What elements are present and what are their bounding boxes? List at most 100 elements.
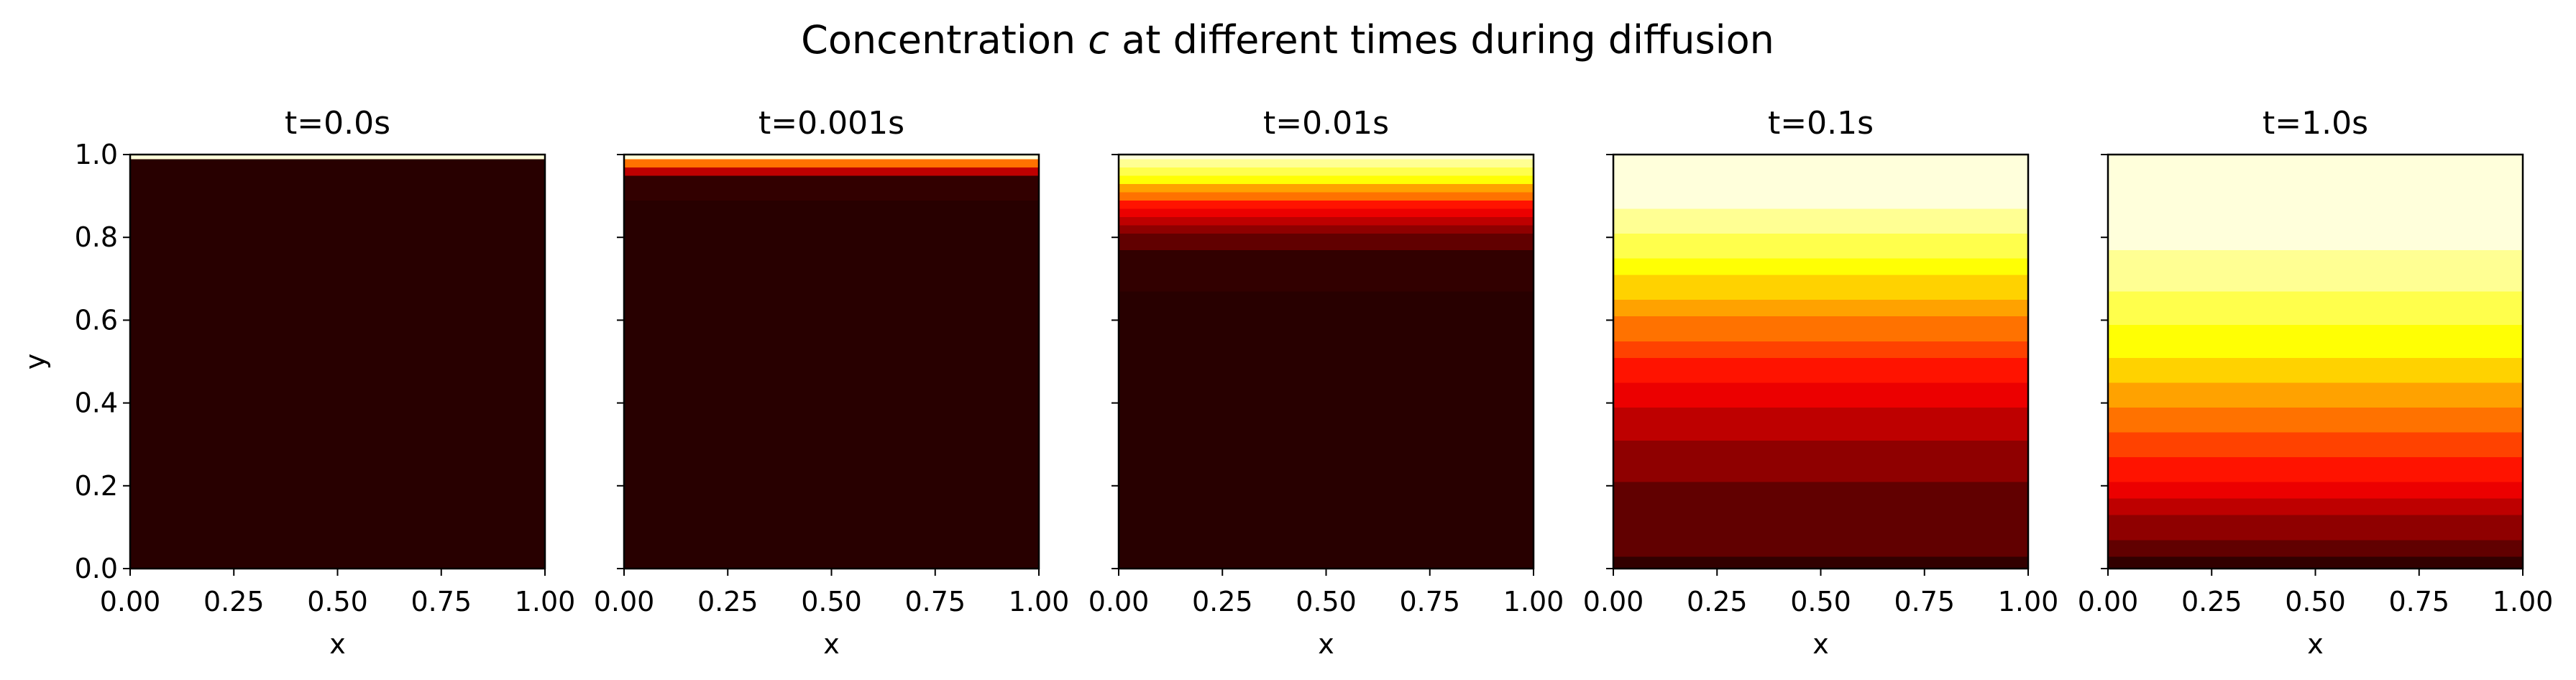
heatmap-band bbox=[1613, 423, 2028, 433]
heatmap-band bbox=[130, 539, 545, 548]
heatmap-band bbox=[130, 415, 545, 424]
heatmap-band bbox=[1119, 506, 1534, 515]
heatmap-band bbox=[1119, 556, 1534, 565]
heatmap-band bbox=[2108, 266, 2523, 275]
heatmap-band bbox=[1613, 431, 2028, 441]
heatmap-band bbox=[130, 374, 545, 383]
heatmap-band bbox=[130, 564, 545, 569]
heatmap-band bbox=[624, 482, 1039, 491]
heatmap-band bbox=[624, 548, 1039, 557]
heatmap-band bbox=[1613, 316, 2028, 325]
heatmap-band bbox=[2108, 482, 2523, 491]
heatmap-band bbox=[2108, 249, 2523, 259]
heatmap-band bbox=[624, 456, 1039, 466]
heatmap-band bbox=[130, 216, 545, 226]
heatmap-band bbox=[2108, 456, 2523, 466]
figure-title: Concentration c at different times durin… bbox=[801, 17, 1774, 63]
heatmap-band bbox=[1119, 216, 1534, 226]
heatmap-band bbox=[2108, 398, 2523, 408]
panel-3: t=0.01s 0.00 0.25 0.50 0.75 1.00 x bbox=[1088, 105, 1564, 660]
heatmap-band bbox=[130, 365, 545, 375]
heatmap-band bbox=[2108, 365, 2523, 375]
x-tick-label: 1.00 bbox=[1998, 586, 2059, 617]
heatmap-band bbox=[2108, 332, 2523, 341]
heatmap-band bbox=[130, 233, 545, 242]
heatmap-band bbox=[2108, 155, 2523, 160]
heatmap-band bbox=[1119, 233, 1534, 242]
heatmap-band bbox=[130, 456, 545, 466]
x-tick-label: 0.25 bbox=[1687, 586, 1748, 617]
heatmap-band bbox=[624, 431, 1039, 441]
heatmap-band bbox=[1613, 382, 2028, 391]
heatmap-band bbox=[2108, 374, 2523, 383]
heatmap-band bbox=[1613, 324, 2028, 334]
heatmap-band bbox=[1119, 531, 1534, 541]
heatmap-band bbox=[130, 423, 545, 433]
heatmap-band bbox=[1119, 191, 1534, 201]
heatmap-band bbox=[624, 216, 1039, 226]
heatmap-band bbox=[130, 440, 545, 449]
heatmap-band bbox=[624, 258, 1039, 267]
heatmap-band bbox=[1119, 415, 1534, 424]
heatmap-field bbox=[2108, 155, 2523, 569]
heatmap-band bbox=[2108, 531, 2523, 541]
panel-title: t=0.1s bbox=[1768, 105, 1874, 142]
panel-title: t=0.001s bbox=[758, 105, 904, 142]
x-axis-label: x bbox=[1318, 628, 1334, 660]
heatmap-band bbox=[130, 490, 545, 499]
heatmap-band bbox=[624, 282, 1039, 292]
heatmap-band bbox=[130, 324, 545, 334]
heatmap-band bbox=[130, 155, 545, 160]
heatmap-band bbox=[1119, 224, 1534, 234]
heatmap-band bbox=[1613, 506, 2028, 515]
heatmap-band bbox=[1613, 216, 2028, 226]
heatmap-band bbox=[1613, 482, 2028, 491]
heatmap-band bbox=[1613, 465, 2028, 474]
y-tick-label: 0.4 bbox=[75, 387, 118, 419]
heatmap-band bbox=[1119, 523, 1534, 532]
heatmap-band bbox=[2108, 241, 2523, 251]
heatmap-band bbox=[130, 357, 545, 367]
heatmap-band bbox=[1613, 282, 2028, 292]
x-axis-label: x bbox=[2307, 628, 2324, 660]
heatmap-band bbox=[1613, 564, 2028, 569]
heatmap-band bbox=[624, 374, 1039, 383]
panel-4: t=0.1s 0.00 0.25 0.50 0.75 1.00 x bbox=[1583, 105, 2059, 660]
heatmap-band bbox=[1613, 275, 2028, 284]
heatmap-band bbox=[2108, 299, 2523, 308]
heatmap-band bbox=[1613, 548, 2028, 557]
heatmap-band bbox=[1613, 191, 2028, 201]
heatmap-band bbox=[130, 175, 545, 184]
heatmap-band bbox=[1119, 564, 1534, 569]
heatmap-band bbox=[2108, 415, 2523, 424]
heatmap-band bbox=[1119, 431, 1534, 441]
x-tick-label: 0.25 bbox=[1192, 586, 1253, 617]
heatmap-band bbox=[1613, 233, 2028, 242]
heatmap-band bbox=[624, 175, 1039, 184]
heatmap-band bbox=[1119, 423, 1534, 433]
heatmap-band bbox=[1613, 415, 2028, 424]
heatmap-band bbox=[130, 390, 545, 400]
heatmap-band bbox=[130, 473, 545, 482]
panel-title: t=1.0s bbox=[2263, 105, 2368, 142]
x-axis-label: x bbox=[823, 628, 840, 660]
heatmap-band bbox=[2108, 224, 2523, 234]
heatmap-band bbox=[130, 258, 545, 267]
heatmap-band bbox=[130, 515, 545, 524]
heatmap-band bbox=[130, 183, 545, 193]
heatmap-band bbox=[1613, 357, 2028, 367]
heatmap-band bbox=[1613, 175, 2028, 184]
heatmap-band bbox=[1119, 308, 1534, 317]
heatmap-band bbox=[2108, 341, 2523, 350]
heatmap-band bbox=[130, 548, 545, 557]
heatmap-band bbox=[130, 523, 545, 532]
heatmap-band bbox=[130, 299, 545, 308]
heatmap-band bbox=[624, 158, 1039, 167]
x-tick-label: 1.00 bbox=[1009, 586, 1070, 617]
heatmap-band bbox=[1613, 200, 2028, 209]
heatmap-band bbox=[624, 365, 1039, 375]
heatmap-band bbox=[2108, 423, 2523, 433]
x-tick-label: 0.00 bbox=[1088, 586, 1150, 617]
heatmap-band bbox=[2108, 357, 2523, 367]
heatmap-band bbox=[2108, 349, 2523, 358]
